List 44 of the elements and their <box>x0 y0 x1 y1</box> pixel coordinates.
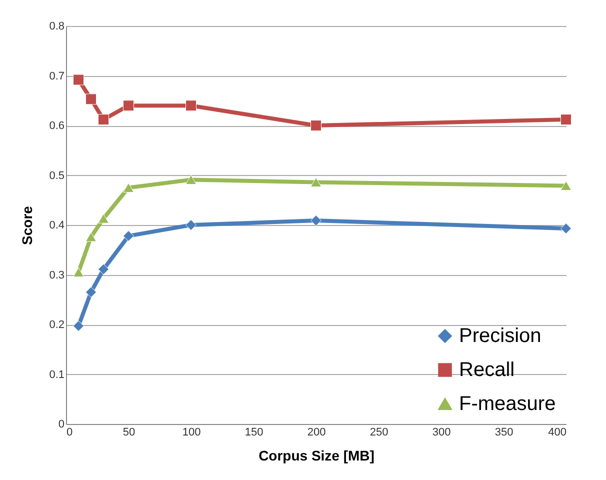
point <box>98 114 109 126</box>
legend-label: Precision <box>459 325 542 347</box>
x-tick-label: 250 <box>370 426 388 438</box>
point <box>560 114 572 126</box>
point <box>86 232 96 242</box>
point <box>186 174 196 185</box>
x-axis-title: Corpus Size [MB] <box>258 448 374 464</box>
point <box>560 180 572 190</box>
x-tick-label: 50 <box>122 426 136 438</box>
y-tick-label: 0.8 <box>49 20 64 32</box>
y-tick-label: 0.7 <box>49 70 64 82</box>
x-tick-label: 0 <box>66 426 73 438</box>
y-tick-label: 0.6 <box>49 120 64 132</box>
legend-label: Recall <box>459 359 515 381</box>
y-tick-label: 0.5 <box>49 170 64 182</box>
point <box>123 100 134 112</box>
point <box>98 214 109 224</box>
y-tick-label: 0.4 <box>49 220 64 232</box>
y-tick-label: 0.2 <box>49 319 64 331</box>
y-tick-label: 0.1 <box>49 368 64 381</box>
x-tick-label: 300 <box>432 426 451 438</box>
y-tick-label: 0 <box>58 418 64 430</box>
x-tick-label: 200 <box>307 426 326 438</box>
point <box>73 320 84 332</box>
point <box>123 182 134 192</box>
point <box>86 286 96 298</box>
point <box>73 74 84 86</box>
point <box>73 267 84 278</box>
x-tick-label: 350 <box>494 426 514 438</box>
x-tick-label: 100 <box>182 426 201 438</box>
point <box>123 230 134 242</box>
point <box>310 215 322 226</box>
point <box>310 177 322 188</box>
point <box>186 220 196 230</box>
x-tick-label: 150 <box>244 426 264 438</box>
point <box>560 222 572 234</box>
x-tick-label: 400 <box>548 426 566 438</box>
y-tick-label: 0.3 <box>49 269 64 282</box>
legend-label: F-measure <box>459 393 556 415</box>
y-axis-title: Score <box>19 206 36 245</box>
point <box>86 94 96 105</box>
point <box>310 120 322 131</box>
point <box>186 100 196 112</box>
point <box>98 264 109 275</box>
